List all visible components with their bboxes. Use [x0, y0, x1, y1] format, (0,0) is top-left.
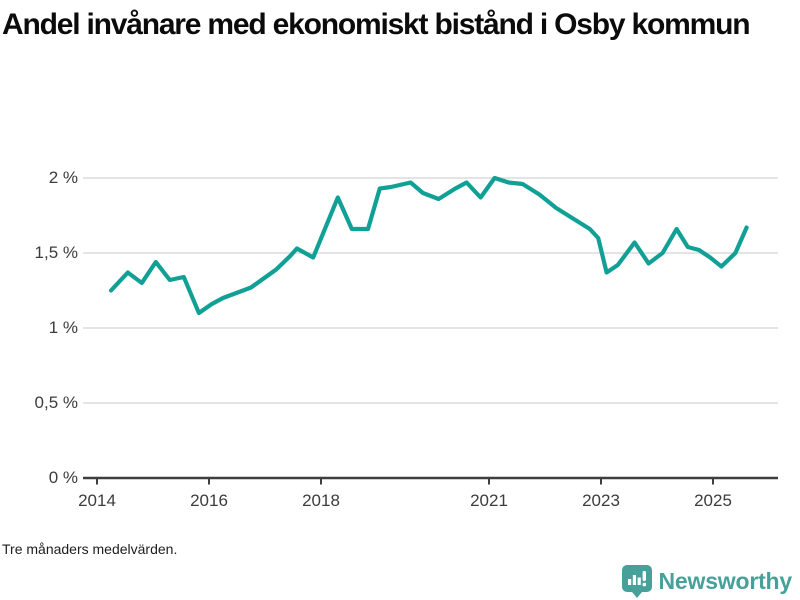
- footnote: Tre månaders medelvärden.: [2, 541, 178, 557]
- page-title: Andel invånare med ekonomiskt bistånd i …: [2, 8, 751, 41]
- y-tick-label: 0 %: [48, 468, 78, 487]
- newsworthy-wordmark: Newsworthy: [658, 568, 793, 594]
- x-tick-label: 2016: [190, 491, 228, 510]
- y-tick-label: 1 %: [48, 318, 78, 337]
- x-tick-label: 2014: [78, 491, 116, 510]
- y-tick-label: 1,5 %: [34, 243, 78, 262]
- bar-chart-speech-bubble-icon: [621, 565, 652, 598]
- x-tick-label: 2018: [302, 491, 340, 510]
- x-tick-label: 2025: [694, 491, 732, 510]
- x-tick-label: 2021: [470, 491, 508, 510]
- y-tick-label: 2 %: [48, 168, 78, 187]
- data-line: [108, 175, 749, 316]
- x-tick-label: 2023: [582, 491, 620, 510]
- newsworthy-logo: Newsworthy: [621, 565, 793, 598]
- y-tick-label: 0,5 %: [34, 393, 78, 412]
